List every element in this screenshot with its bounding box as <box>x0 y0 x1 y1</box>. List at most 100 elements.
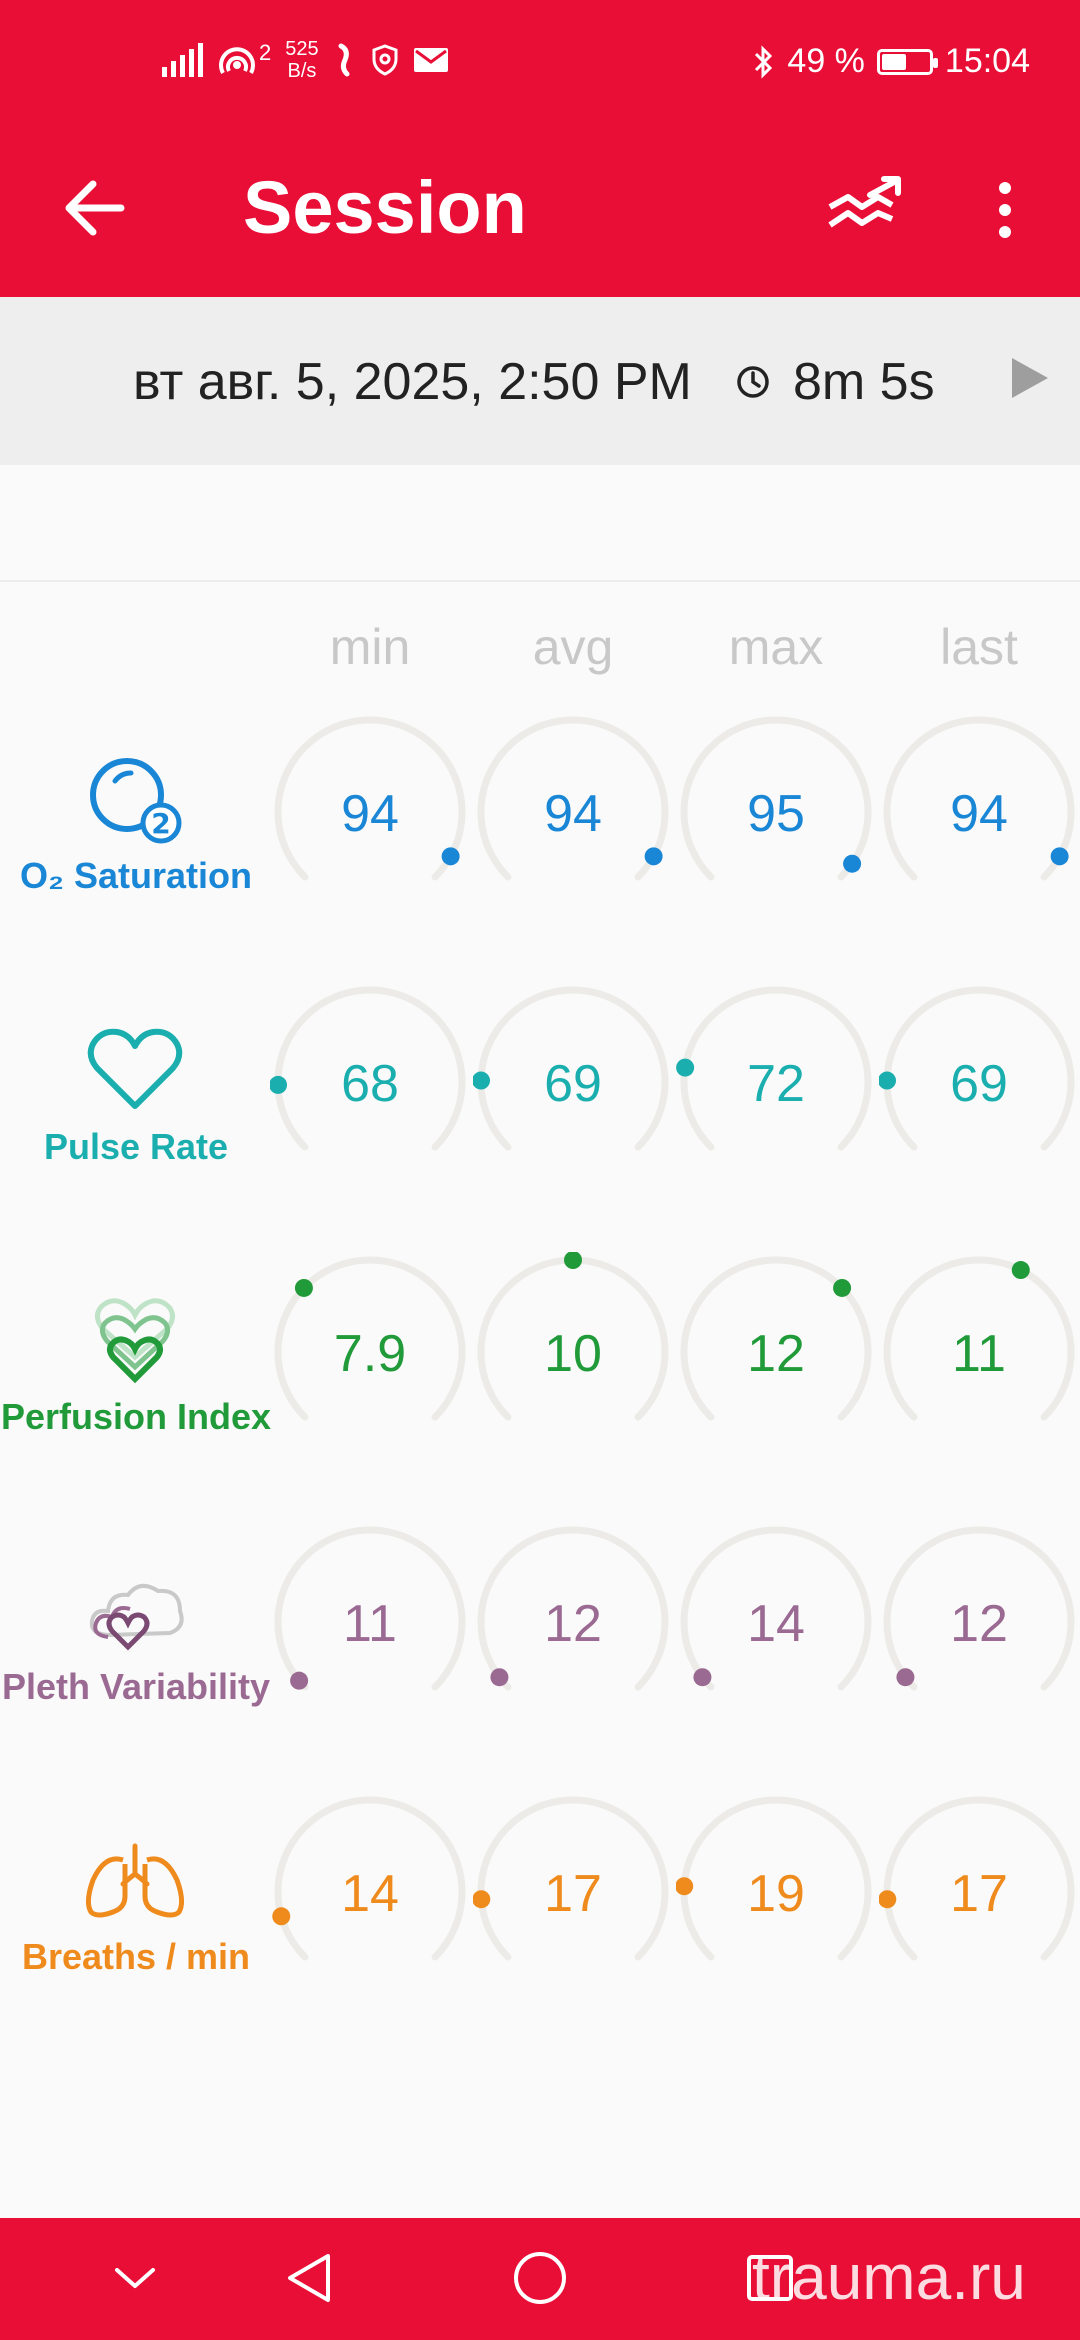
gauge-arc <box>270 986 466 1151</box>
gauge-arc <box>274 1526 466 1691</box>
gauge-value: 12 <box>544 1595 602 1653</box>
gauge-value: 14 <box>747 1595 805 1653</box>
session-info-bar: вт авг. 5, 2025, 2:50 PM 8m 5s <box>0 297 1080 465</box>
hide-nav-button[interactable] <box>90 2243 180 2313</box>
gauge-indicator-dot <box>693 1668 712 1687</box>
more-vert-icon-dot <box>999 182 1011 194</box>
gauge-value: 68 <box>341 1055 399 1113</box>
clock-icon <box>737 366 769 398</box>
mail-icon <box>413 48 448 72</box>
metric-label-pleth-variability: Pleth Variability <box>1 1666 271 1707</box>
status-bar: 2 525 B/s 49 % 15:04 <box>0 0 1080 135</box>
gauge-perfusion-max: 12 <box>676 1252 876 1452</box>
gauge-track <box>477 716 669 881</box>
square-recents-icon <box>747 2255 793 2301</box>
gauge-perfusion-avg: 10 <box>473 1252 673 1452</box>
gauge-pleth-min: 11 <box>270 1522 470 1722</box>
triangle-back-icon <box>288 2254 330 2302</box>
gauge-arc <box>879 986 1075 1151</box>
column-header-min: min <box>329 619 411 675</box>
gauge-indicator-dot <box>1011 1261 1030 1280</box>
gauge-breaths-avg: 17 <box>473 1792 673 1992</box>
gauge-value: 69 <box>544 1055 602 1113</box>
gauge-track <box>680 986 872 1151</box>
svg-text:2: 2 <box>151 807 170 840</box>
gauge-breaths-last: 17 <box>879 1792 1079 1992</box>
gauge-indicator-dot <box>896 1668 915 1687</box>
trend-button[interactable] <box>820 165 910 245</box>
gauge-arc <box>473 986 669 1151</box>
gauge-indicator-dot <box>290 1671 309 1690</box>
gauge-indicator-dot <box>676 1877 694 1896</box>
gauge-track <box>680 1526 872 1691</box>
gauge-track <box>477 1526 669 1691</box>
more-vert-icon-dot <box>999 204 1011 216</box>
gauge-indicator-dot <box>1050 847 1069 866</box>
gauge-breaths-max: 19 <box>676 1792 876 1992</box>
system-nav-bar: trauma.ru <box>0 2218 1080 2340</box>
page-title: Session <box>243 166 527 249</box>
gauge-indicator-dot <box>833 1278 852 1297</box>
gauge-indicator-dot <box>644 847 663 866</box>
metric-label-perfusion-index: Perfusion Index <box>0 1396 272 1437</box>
gauge-o2-last: 94 <box>879 712 1079 912</box>
cloud-heart-icon <box>70 1560 200 1660</box>
gauge-breaths-min: 14 <box>270 1792 470 1992</box>
circle-home-icon <box>514 2252 566 2304</box>
gauge-value: 19 <box>747 1865 805 1923</box>
heart-outline-icon <box>70 1020 200 1120</box>
gauge-value: 14 <box>341 1865 399 1923</box>
back-button[interactable] <box>55 168 135 248</box>
trend-chart-icon <box>828 176 901 228</box>
gauge-track <box>274 1796 466 1961</box>
app-notification-icon <box>338 43 350 77</box>
bluetooth-icon <box>755 44 773 79</box>
nav-recents-button[interactable] <box>725 2243 815 2313</box>
divider <box>0 580 1080 582</box>
gauge-arc <box>676 1796 872 1961</box>
play-button[interactable] <box>1012 358 1048 398</box>
gauge-arc <box>680 716 872 881</box>
gauge-value: 11 <box>343 1595 397 1653</box>
gauge-indicator-dot <box>490 1668 509 1687</box>
gauge-value: 94 <box>544 785 602 843</box>
gauge-indicator-dot <box>879 1890 897 1909</box>
gauge-indicator-dot <box>879 1071 897 1090</box>
gauge-arc <box>274 716 466 881</box>
gauge-indicator-dot <box>473 1071 491 1090</box>
gauge-arc <box>879 1796 1075 1961</box>
gauge-track <box>274 1256 466 1421</box>
gauge-track <box>883 1256 1075 1421</box>
gauge-value: 12 <box>747 1325 805 1383</box>
shield-icon <box>372 44 398 76</box>
app-bar: Session <box>0 140 1080 280</box>
gauge-pulse-max: 72 <box>676 982 876 1182</box>
gauge-value: 69 <box>950 1055 1008 1113</box>
gauge-indicator-dot <box>294 1278 313 1297</box>
nav-back-button[interactable] <box>264 2243 354 2313</box>
nav-home-button[interactable] <box>495 2243 585 2313</box>
gauge-arc <box>477 1526 669 1691</box>
gauge-arc <box>680 1526 872 1691</box>
gauge-indicator-dot <box>270 1075 288 1094</box>
gauge-indicator-dot <box>272 1907 291 1926</box>
arrow-left-icon <box>65 180 125 236</box>
gauge-value: 72 <box>747 1055 805 1113</box>
column-header-last: last <box>940 619 1018 675</box>
column-header-avg: avg <box>532 619 614 675</box>
net-speed: 525 B/s <box>285 38 319 82</box>
duration-text: 8m 5s <box>793 353 935 411</box>
gauge-value: 10 <box>544 1325 602 1383</box>
gauge-track <box>680 716 872 881</box>
lungs-icon <box>70 1830 200 1930</box>
gauge-indicator-dot <box>843 854 862 873</box>
metric-label-pulse-rate: Pulse Rate <box>43 1126 229 1167</box>
gauge-arc <box>473 1796 669 1961</box>
gauge-value: 12 <box>950 1595 1008 1653</box>
more-options-button[interactable] <box>985 165 1025 255</box>
gauge-perfusion-last: 11 <box>879 1252 1079 1452</box>
metric-label-breaths-per-min: Breaths / min <box>21 1936 251 1977</box>
gauge-perfusion-min: 7.9 <box>270 1252 470 1452</box>
hotspot-icon <box>219 47 255 74</box>
gauge-pulse-last: 69 <box>879 982 1079 1182</box>
